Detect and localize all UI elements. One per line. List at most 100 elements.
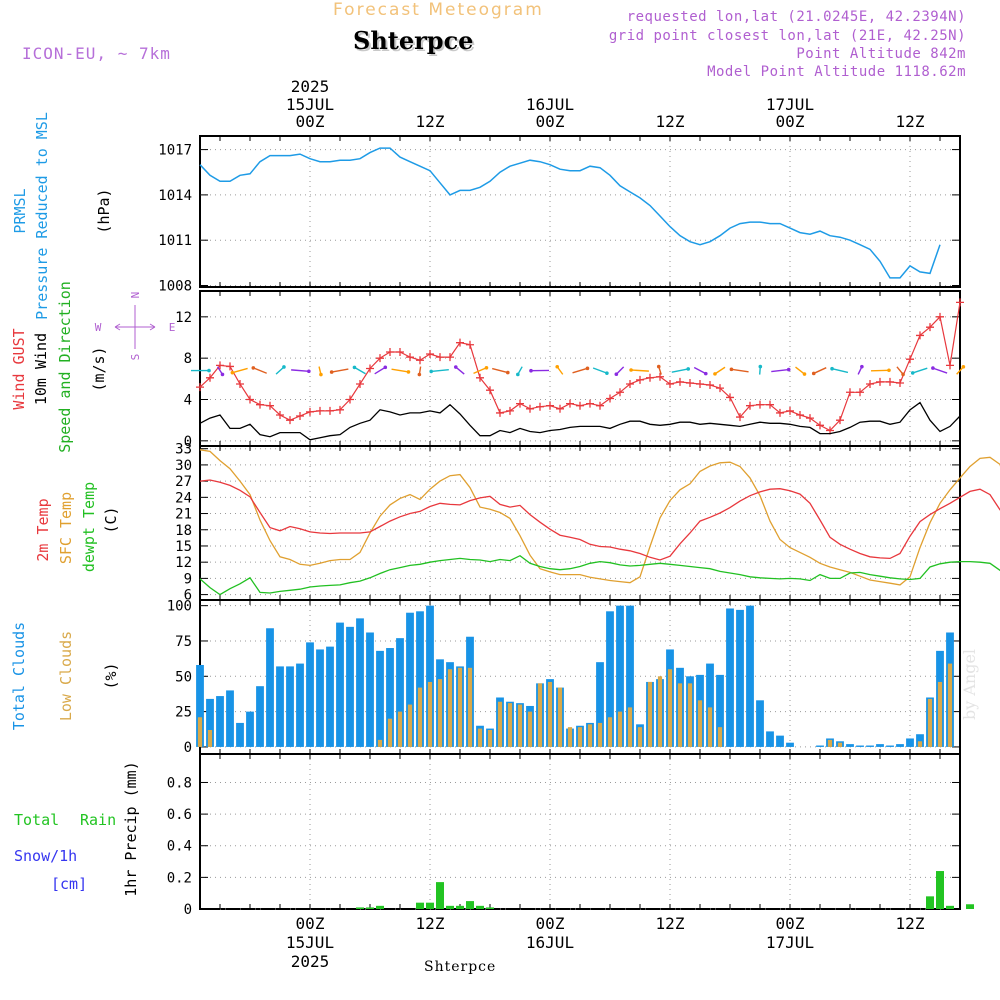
- total-clouds-bar: [846, 744, 854, 747]
- watermark: by Angel: [960, 648, 979, 720]
- total-clouds-bar: [756, 700, 764, 747]
- total-clouds-bar: [706, 663, 714, 747]
- bottom-time-label: 12Z: [896, 914, 925, 933]
- gust-marker: [946, 361, 954, 370]
- wind-direction-arrow: [331, 368, 349, 373]
- top-time-label: 00Z: [296, 112, 325, 131]
- wind-direction-arrow: [253, 367, 267, 374]
- total-clouds-bar: [316, 649, 324, 747]
- wind-direction-arrow: [391, 368, 409, 373]
- top-time-label: 00Z: [536, 112, 565, 131]
- gust-marker: [326, 406, 334, 415]
- low-clouds-bar: [577, 727, 583, 747]
- snow-label: Snow/1h: [14, 847, 77, 865]
- y-tick-label: 25: [175, 705, 192, 721]
- compass-south: S: [129, 354, 142, 361]
- wind-direction-arrow: [492, 367, 508, 374]
- low-clouds-bar: [507, 703, 513, 747]
- gust-marker: [646, 373, 654, 382]
- low-clouds-bar: [457, 667, 463, 747]
- wind-direction-arrow: [871, 369, 889, 372]
- gust-marker: [486, 386, 494, 395]
- y-tick-label: 1017: [158, 143, 192, 159]
- wind-direction-arrow: [572, 367, 588, 374]
- low-clouds-bar: [387, 718, 393, 747]
- gust-marker: [426, 350, 434, 359]
- wind-direction-arrow: [455, 366, 465, 375]
- wind-direction-arrowhead: [802, 372, 807, 376]
- wind-direction-arrowhead: [251, 366, 256, 370]
- gust-marker: [476, 373, 484, 382]
- y-tick-label: 18: [175, 523, 192, 539]
- gust-marker: [766, 400, 774, 409]
- y-tick-label: 0: [184, 902, 192, 918]
- low-clouds-bar: [927, 698, 933, 747]
- gust-marker: [956, 298, 964, 307]
- wind-direction-arrowhead: [860, 364, 864, 369]
- total-clouds-bar: [906, 738, 914, 747]
- total-clouds-bar: [886, 745, 894, 747]
- wind-direction-arrowhead: [282, 365, 286, 369]
- gust-marker: [896, 378, 904, 387]
- low-clouds-bar: [407, 704, 413, 747]
- wind-speed-line: [199, 401, 961, 441]
- wind-direction-arrow: [631, 369, 649, 372]
- y-tick-label: 1011: [158, 233, 192, 249]
- wind-direction-arrowhead: [207, 368, 211, 373]
- gust-marker: [926, 323, 934, 332]
- gust-marker: [776, 408, 784, 417]
- wind-direction-arrow: [232, 367, 248, 374]
- total-clouds-bar: [286, 666, 294, 747]
- y-tick-label: 27: [175, 474, 192, 490]
- gust-marker: [576, 401, 584, 410]
- low-clouds-label: Low Clouds: [57, 631, 75, 721]
- sfc-temp-label: SFC Temp: [57, 492, 75, 564]
- wind-direction-arrowhead: [910, 371, 915, 375]
- bottom-time-label: 12Z: [656, 914, 685, 933]
- gust-marker: [666, 380, 674, 388]
- bottom-year-label: 2025: [291, 952, 330, 971]
- total-clouds-bar: [736, 609, 744, 747]
- low-clouds-bar: [607, 717, 613, 747]
- bottom-time-label: 00Z: [296, 914, 325, 933]
- total-clouds-bar: [196, 664, 204, 747]
- point-altitude: Point Altitude 842m: [796, 46, 966, 62]
- gust-marker: [636, 375, 644, 384]
- low-clouds-bar: [477, 728, 483, 747]
- gust-marker: [516, 399, 524, 408]
- gust-marker: [406, 353, 414, 362]
- gust-marker: [376, 354, 384, 363]
- wind-direction-arrow: [431, 369, 449, 373]
- total-clouds-bar: [626, 605, 634, 747]
- gust-marker: [706, 381, 714, 390]
- bottom-time-label: 00Z: [536, 914, 565, 933]
- low-clouds-bar: [497, 701, 503, 747]
- gust-marker: [756, 400, 764, 409]
- gust-marker: [836, 416, 844, 425]
- low-clouds-bar: [537, 683, 543, 747]
- gust-marker: [696, 380, 704, 388]
- rain-bar: [456, 905, 464, 909]
- wind-gust-label: Wind GUST: [10, 328, 28, 409]
- y-tick-label: 0.2: [167, 870, 192, 886]
- gust-marker: [846, 388, 854, 397]
- top-date-label: 15JUL: [286, 95, 334, 114]
- wind-direction-arrow: [473, 367, 487, 374]
- total-clouds-bar: [866, 745, 874, 747]
- gust-marker: [386, 347, 394, 356]
- temp-unit: (C): [102, 506, 120, 533]
- total-clouds-bar: [746, 605, 754, 747]
- gust-marker: [336, 405, 344, 414]
- y-tick-label: 0.4: [167, 839, 192, 855]
- low-clouds-bar: [587, 724, 593, 747]
- rain-bar: [486, 907, 494, 909]
- total-rain-label: Total: [14, 811, 59, 829]
- low-clouds-bar: [557, 687, 563, 747]
- chart-subtitle: Forecast Meteogram: [333, 0, 544, 20]
- gust-marker: [266, 401, 274, 410]
- wind-direction-arrowhead: [516, 372, 520, 377]
- wind-direction-arrowhead: [686, 367, 691, 371]
- gust-marker: [866, 380, 874, 388]
- model-label: ICON-EU, ~ 7km: [22, 44, 171, 63]
- total-clouds-bar: [366, 632, 374, 747]
